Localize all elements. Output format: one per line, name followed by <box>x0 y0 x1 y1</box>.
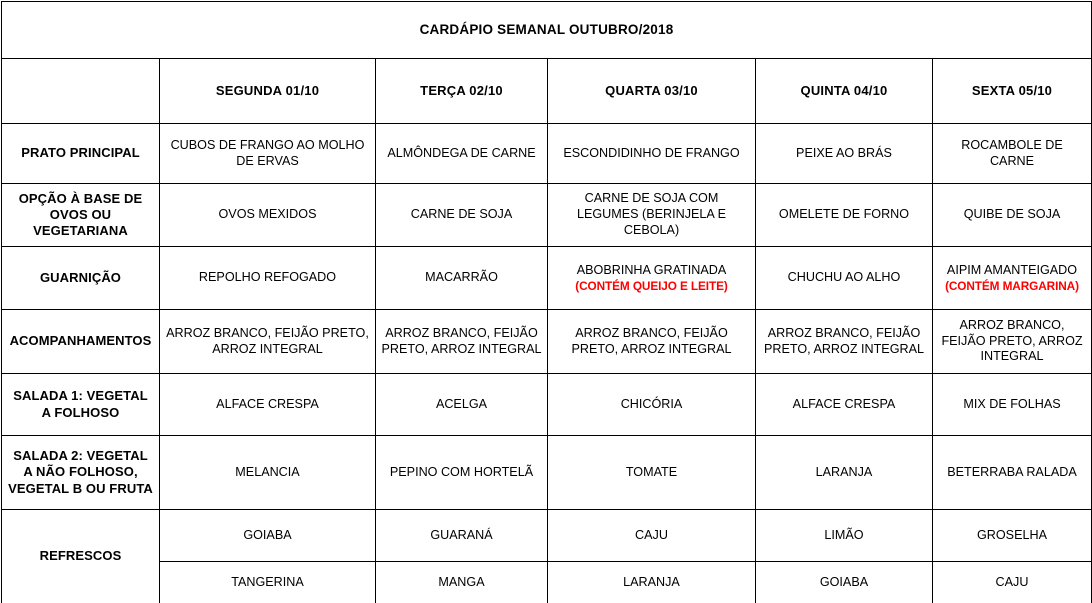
menu-cell: CAJU <box>547 509 756 562</box>
menu-cell: TANGERINA <box>159 561 376 603</box>
day-header-row: SEGUNDA 01/10 TERÇA 02/10 QUARTA 03/10 Q… <box>1 58 1092 124</box>
row-label-acompanhamentos: ACOMPANHAMENTOS <box>1 309 160 374</box>
menu-cell: TOMATE <box>547 435 756 510</box>
table-row: SALADA 2: VEGETAL A NÃO FOLHOSO, VEGETAL… <box>1 435 1092 510</box>
menu-cell: ARROZ BRANCO, FEIJÃO PRETO, ARROZ INTEGR… <box>932 309 1092 374</box>
menu-cell: CHUCHU AO ALHO <box>755 246 933 310</box>
table-row: PRATO PRINCIPAL CUBOS DE FRANGO AO MOLHO… <box>1 123 1092 184</box>
menu-cell: ALMÔNDEGA DE CARNE <box>375 123 548 184</box>
menu-cell: ACELGA <box>375 373 548 436</box>
menu-cell: MACARRÃO <box>375 246 548 310</box>
day-header-quarta: QUARTA 03/10 <box>547 58 756 124</box>
corner-cell <box>1 58 160 124</box>
menu-cell: GROSELHA <box>932 509 1092 562</box>
menu-cell: CARNE DE SOJA COM LEGUMES (BERINJELA E C… <box>547 183 756 247</box>
menu-cell: PEIXE AO BRÁS <box>755 123 933 184</box>
menu-cell: ROCAMBOLE DE CARNE <box>932 123 1092 184</box>
menu-cell: ESCONDIDINHO DE FRANGO <box>547 123 756 184</box>
menu-cell: ABOBRINHA GRATINADA (CONTÉM QUEIJO E LEI… <box>547 246 756 310</box>
menu-cell: PEPINO COM HORTELÃ <box>375 435 548 510</box>
row-label-prato-principal: PRATO PRINCIPAL <box>1 123 160 184</box>
menu-cell: MANGA <box>375 561 548 603</box>
page-title: CARDÁPIO SEMANAL OUTUBRO/2018 <box>1 1 1092 59</box>
menu-cell: MELANCIA <box>159 435 376 510</box>
menu-cell-text: CHUCHU AO ALHO <box>787 270 901 285</box>
menu-cell: ALFACE CRESPA <box>755 373 933 436</box>
menu-cell: CUBOS DE FRANGO AO MOLHO DE ERVAS <box>159 123 376 184</box>
menu-cell: ARROZ BRANCO, FEIJÃO PRETO, ARROZ INTEGR… <box>755 309 933 374</box>
allergen-warning: (CONTÉM MARGARINA) <box>945 278 1079 293</box>
row-label-salada-1: SALADA 1: VEGETAL A FOLHOSO <box>1 373 160 436</box>
menu-cell: CHICÓRIA <box>547 373 756 436</box>
menu-cell-text: ABOBRINHA GRATINADA <box>576 262 727 277</box>
table-row: TANGERINA MANGA LARANJA GOIABA CAJU <box>2 561 1092 603</box>
menu-cell: ALFACE CRESPA <box>159 373 376 436</box>
table-row: ACOMPANHAMENTOS ARROZ BRANCO, FEIJÃO PRE… <box>1 309 1092 374</box>
menu-cell: ARROZ BRANCO, FEIJÃO PRETO, ARROZ INTEGR… <box>159 309 376 374</box>
menu-cell: OMELETE DE FORNO <box>755 183 933 247</box>
table-row: REFRESCOS GOIABA GUARANÁ CAJU LIMÃO GROS… <box>1 509 1092 603</box>
menu-cell: ARROZ BRANCO, FEIJÃO PRETO, ARROZ INTEGR… <box>375 309 548 374</box>
menu-cell: GOIABA <box>159 509 376 562</box>
menu-cell: LARANJA <box>547 561 756 603</box>
menu-cell-text: REPOLHO REFOGADO <box>198 270 337 285</box>
menu-cell: MIX DE FOLHAS <box>932 373 1092 436</box>
menu-cell: OVOS MEXIDOS <box>159 183 376 247</box>
menu-cell: QUIBE DE SOJA <box>932 183 1092 247</box>
menu-cell: LARANJA <box>755 435 933 510</box>
table-row: OPÇÃO À BASE DE OVOS OU VEGETARIANA OVOS… <box>1 183 1092 247</box>
menu-cell-text: AIPIM AMANTEIGADO <box>946 262 1078 277</box>
row-label-guarnicao: GUARNIÇÃO <box>1 246 160 310</box>
menu-cell: LIMÃO <box>755 509 933 562</box>
menu-cell: AIPIM AMANTEIGADO (CONTÉM MARGARINA) <box>932 246 1092 310</box>
menu-cell: CARNE DE SOJA <box>375 183 548 247</box>
row-label-refrescos: REFRESCOS <box>1 509 160 603</box>
table-row: SALADA 1: VEGETAL A FOLHOSO ALFACE CRESP… <box>1 373 1092 436</box>
menu-cell: BETERRABA RALADA <box>932 435 1092 510</box>
menu-cell: GOIABA <box>755 561 933 603</box>
title-row: CARDÁPIO SEMANAL OUTUBRO/2018 <box>1 1 1092 59</box>
day-header-quinta: QUINTA 04/10 <box>755 58 933 124</box>
menu-cell: ARROZ BRANCO, FEIJÃO PRETO, ARROZ INTEGR… <box>547 309 756 374</box>
day-header-terca: TERÇA 02/10 <box>375 58 548 124</box>
menu-cell: REPOLHO REFOGADO <box>159 246 376 310</box>
menu-cell: GUARANÁ <box>375 509 548 562</box>
menu-cell-text: MACARRÃO <box>425 270 498 285</box>
row-label-salada-2: SALADA 2: VEGETAL A NÃO FOLHOSO, VEGETAL… <box>1 435 160 510</box>
day-header-sexta: SEXTA 05/10 <box>932 58 1092 124</box>
table-row: GUARNIÇÃO REPOLHO REFOGADO MACARRÃO ABOB… <box>1 246 1092 310</box>
menu-cell: CAJU <box>932 561 1092 603</box>
row-label-opcao-ovos-vegetariana: OPÇÃO À BASE DE OVOS OU VEGETARIANA <box>1 183 160 247</box>
allergen-warning: (CONTÉM QUEIJO E LEITE) <box>575 278 728 293</box>
day-header-segunda: SEGUNDA 01/10 <box>159 58 376 124</box>
